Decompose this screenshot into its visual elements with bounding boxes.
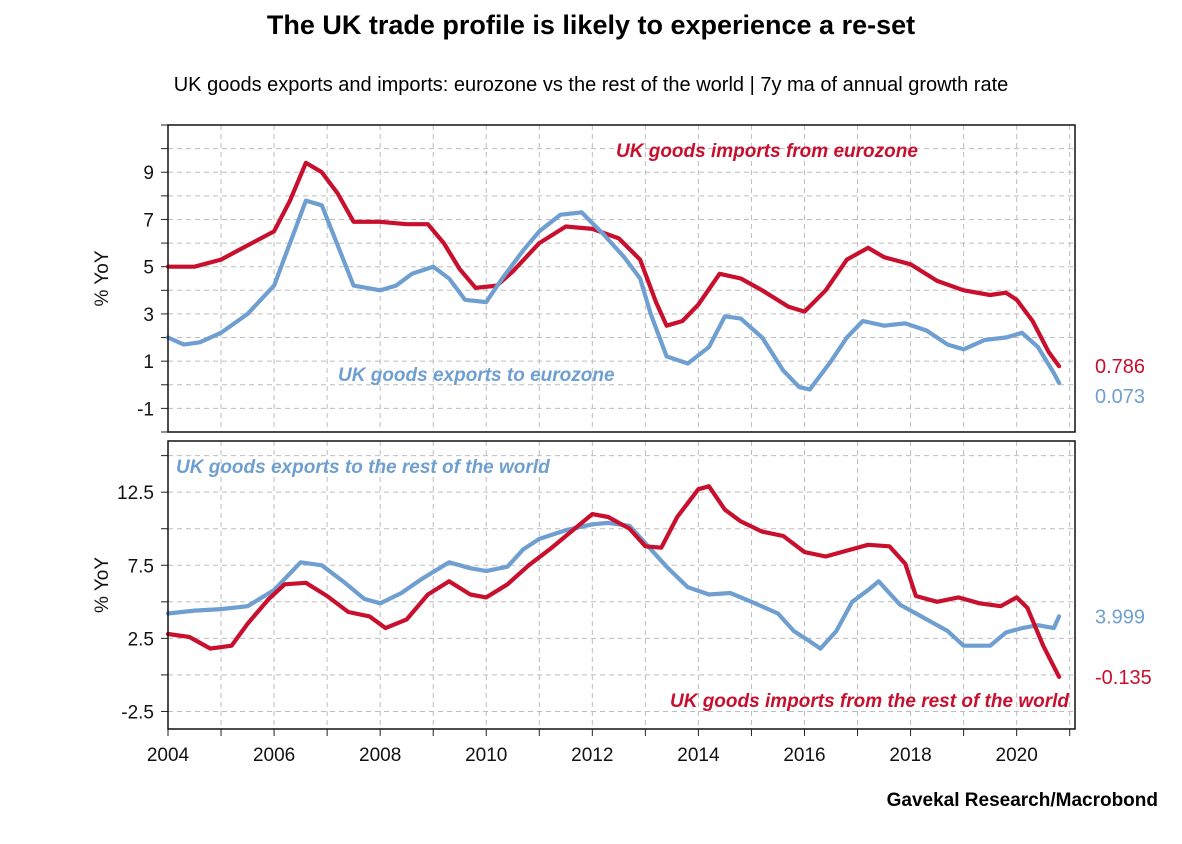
- xtick-label: 2010: [465, 745, 507, 766]
- series-line-top-1: [165, 198, 1062, 392]
- y-axis-label: % YoY: [92, 557, 113, 613]
- y-axis-label: % YoY: [92, 250, 113, 306]
- xtick-label: 2008: [359, 745, 401, 766]
- series-label-top-0: UK goods imports from eurozone: [616, 141, 918, 162]
- chart-title: The UK trade profile is likely to experi…: [266, 10, 916, 40]
- ytick-label: -2.5: [121, 702, 154, 723]
- ytick-label: 9: [143, 163, 154, 184]
- source-credit: Gavekal Research/Macrobond: [886, 790, 1158, 811]
- xtick-label: 2004: [147, 745, 190, 766]
- series-label-bottom-0: UK goods exports to the rest of the worl…: [176, 457, 550, 478]
- chart-subtitle: UK goods exports and imports: eurozone v…: [173, 74, 1009, 96]
- series-line-bottom-1: [165, 484, 1062, 679]
- ytick-label: 2.5: [128, 629, 154, 650]
- panel-bottom: -2.5 2.5 7.5 12.5 % YoY UK goods exports to t…: [92, 440, 1152, 766]
- series-line-bottom-0: [165, 520, 1062, 651]
- series-label-top-1: UK goods exports to eurozone: [338, 365, 615, 386]
- ytick-label: -1: [137, 399, 154, 420]
- panel-frame: [167, 440, 1076, 730]
- ytick-label: 12.5: [117, 483, 154, 504]
- series-line-top-0: [165, 160, 1062, 369]
- xtick-label: 2018: [889, 745, 931, 766]
- end-value-top-0: 0.786: [1095, 356, 1145, 378]
- xtick-label: 2020: [996, 745, 1038, 766]
- ytick-label: 1: [143, 352, 154, 373]
- xtick-label: 2014: [677, 745, 720, 766]
- panel-frame: [167, 124, 1076, 433]
- end-value-bottom-0: 3.999: [1095, 606, 1145, 628]
- ytick-label: 7: [143, 210, 154, 231]
- series-label-bottom-1: UK goods imports from the rest of the wo…: [670, 691, 1069, 712]
- ytick-label: 7.5: [128, 556, 154, 577]
- end-value-bottom-1: -0.135: [1095, 667, 1152, 689]
- xtick-label: 2012: [571, 745, 613, 766]
- panel-top: -1 1 3 5 7 9 % YoY UK goods imports from eurozo…: [92, 124, 1145, 433]
- end-value-top-1: 0.073: [1095, 386, 1145, 408]
- xtick-label: 2006: [253, 745, 295, 766]
- ytick-label: 3: [143, 305, 154, 326]
- xtick-label: 2016: [783, 745, 825, 766]
- ytick-label: 5: [143, 258, 154, 279]
